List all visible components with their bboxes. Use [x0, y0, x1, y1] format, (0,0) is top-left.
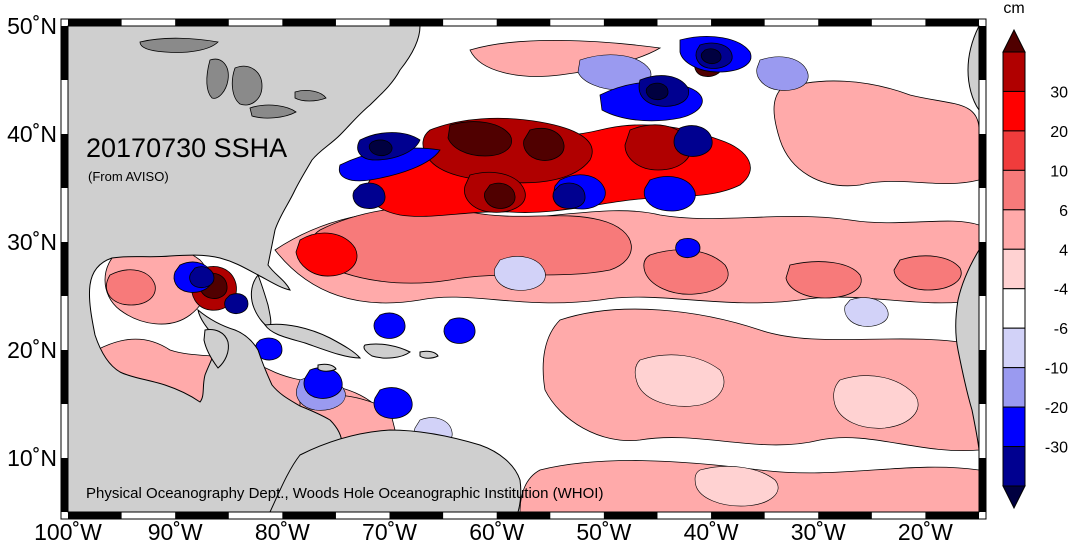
frame-bar-top — [603, 19, 658, 26]
colorbar-unit-label: cm — [1003, 0, 1024, 17]
colorbar-swatch — [1002, 169, 1026, 211]
longitude-tick-label: 40˚W — [684, 519, 739, 542]
latitude-tick-label: 20˚N — [7, 337, 57, 363]
longitude-tick-label: 30˚W — [791, 519, 846, 542]
frame-bar-bottom — [925, 512, 979, 519]
frame-bar-bottom — [496, 512, 551, 519]
colorbar-level-label: -6 — [1054, 321, 1068, 338]
frame-bar-top — [175, 19, 229, 26]
colorbar-swatch — [1002, 209, 1026, 250]
colorbar-level-label: -4 — [1054, 282, 1068, 299]
frame-bar-top — [925, 19, 979, 26]
map-frame — [60, 18, 987, 520]
latitude-tick-label: 40˚N — [7, 121, 57, 147]
longitude-tick-label: 70˚W — [362, 519, 417, 542]
longitude-axis-labels: 100˚W 90˚W 80˚W 70˚W 60˚W 50˚W 40˚W 30˚W 20˚W — [34, 519, 953, 542]
frame-bar-left — [61, 458, 68, 512]
hispaniola-land — [363, 343, 411, 359]
frame-bar-bottom — [818, 512, 872, 519]
colorbar-level-label: -10 — [1045, 361, 1068, 378]
puerto-rico-land — [419, 350, 439, 359]
latitude-axis-labels: 50˚N 40˚N 30˚N 20˚N 10˚N — [7, 13, 57, 471]
frame-bar-bottom — [68, 512, 122, 519]
frame-bar-right — [979, 134, 986, 188]
colorbar-swatch — [1002, 130, 1026, 171]
longitude-tick-label: 50˚W — [576, 519, 631, 542]
frame-bar-top — [711, 19, 765, 26]
colorbar-top-arrow — [1002, 28, 1026, 53]
frame-bar-left — [61, 242, 68, 296]
colorbar-level-label: 4 — [1059, 242, 1068, 259]
frame-bar-bottom — [603, 512, 658, 519]
frame-bar-right — [979, 458, 986, 512]
yucatan-land — [203, 329, 229, 369]
cuba-land — [264, 323, 362, 359]
frame-bar-left — [61, 134, 68, 188]
colorbar-swatch — [1002, 327, 1026, 369]
longitude-tick-label: 90˚W — [148, 519, 203, 542]
frame-bar-left — [61, 350, 68, 404]
ssha-field-light-pink — [235, 354, 919, 507]
frame-bar-top — [496, 19, 551, 26]
longitude-tick-label: 100˚W — [34, 519, 102, 542]
frame-bar-bottom — [175, 512, 229, 519]
colorbar-level-labels: 30 20 10 6 4 -4 -6 -10 -20 -30 — [1045, 84, 1068, 456]
frame-bar-right — [979, 350, 986, 404]
south-america-land — [269, 429, 522, 512]
colorbar: cm 30 20 10 6 4 -4 -6 -10 -20 -30 — [1002, 0, 1068, 510]
jamaica-land — [317, 363, 337, 372]
frame-bar-top — [818, 19, 872, 26]
colorbar-swatches — [1002, 28, 1026, 510]
colorbar-level-label: 6 — [1059, 203, 1068, 220]
colorbar-level-label: 30 — [1050, 84, 1068, 101]
colorbar-level-label: -20 — [1045, 400, 1068, 417]
frame-bar-right — [979, 26, 986, 80]
longitude-tick-label: 60˚W — [469, 519, 524, 542]
credit-label: Physical Oceanography Dept., Woods Hole … — [86, 485, 603, 502]
colorbar-swatch — [1002, 446, 1026, 487]
frame-bar-top — [68, 19, 122, 26]
latitude-tick-label: 10˚N — [7, 445, 57, 471]
ssha-field-negative-max — [368, 48, 722, 156]
colorbar-level-label: 20 — [1050, 124, 1068, 141]
frame-bar-bottom — [389, 512, 444, 519]
colorbar-swatch — [1002, 51, 1026, 92]
frame-bar-top — [389, 19, 444, 26]
great-lakes — [139, 37, 327, 119]
colorbar-swatch — [1002, 406, 1026, 448]
colorbar-level-label: -30 — [1045, 440, 1068, 457]
frame-bar-bottom — [282, 512, 336, 519]
iberia-land — [967, 26, 979, 111]
frame-bar-top — [282, 19, 336, 26]
colorbar-swatch — [1002, 90, 1026, 132]
latitude-tick-label: 30˚N — [7, 229, 57, 255]
frame-bar-left — [61, 26, 68, 80]
map-plot-area — [68, 26, 979, 512]
africa-land — [955, 249, 979, 451]
colorbar-bottom-arrow — [1002, 485, 1026, 510]
colorbar-swatch — [1002, 367, 1026, 408]
north-america-land — [68, 26, 421, 512]
land-masses — [68, 26, 979, 512]
colorbar-swatch — [1002, 248, 1026, 290]
longitude-tick-label: 20˚W — [898, 519, 953, 542]
latitude-tick-label: 50˚N — [7, 13, 57, 39]
colorbar-swatch — [1002, 288, 1026, 329]
data-source-label: (From AVISO) — [88, 169, 169, 184]
frame-bar-bottom — [711, 512, 765, 519]
map-title: 20170730 SSHA — [86, 133, 287, 163]
longitude-tick-label: 80˚W — [255, 519, 310, 542]
colorbar-level-label: 10 — [1050, 163, 1068, 180]
frame-bar-right — [979, 242, 986, 296]
